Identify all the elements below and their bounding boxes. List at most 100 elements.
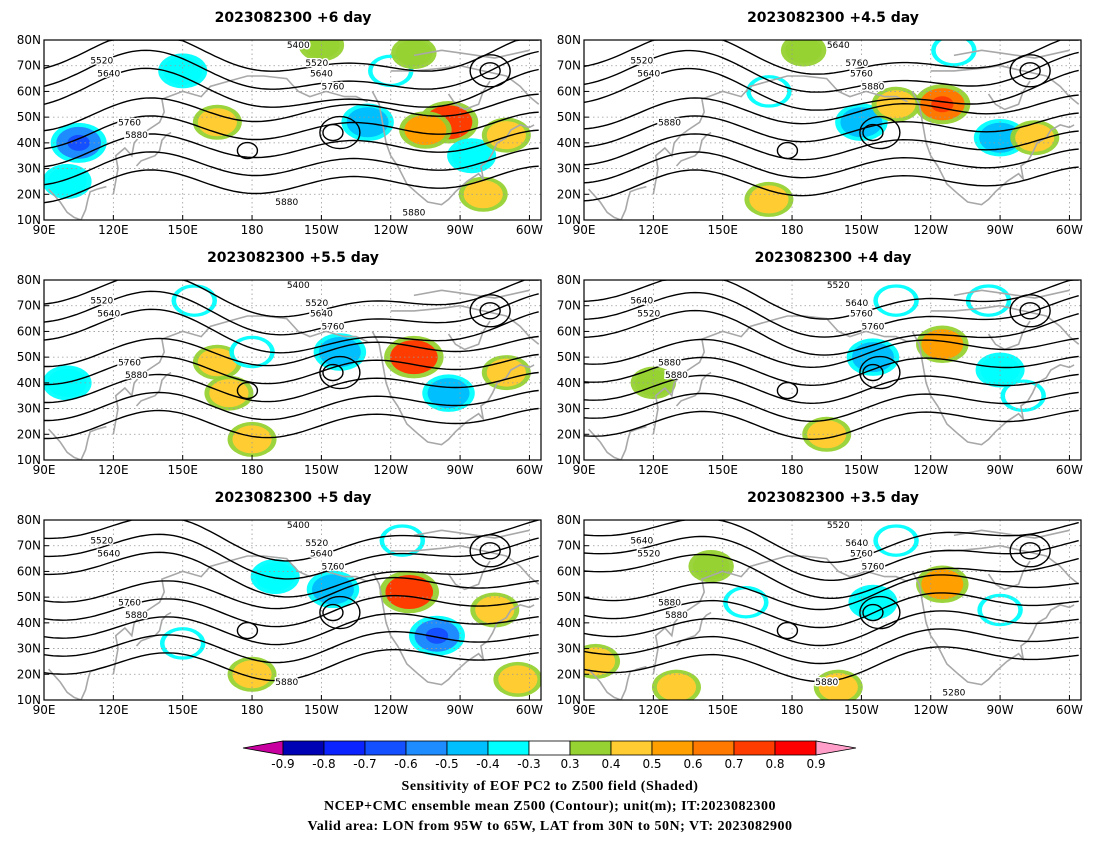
sensitivity-shading xyxy=(877,527,915,554)
panel-title: 2023082300 +5 day xyxy=(215,490,372,506)
y-tick-label: 40N xyxy=(557,616,581,630)
z500-contour xyxy=(584,40,1079,75)
colorbar-under-arrow xyxy=(242,740,284,756)
z500-contour xyxy=(44,407,539,440)
y-tick-label: 10N xyxy=(17,693,41,707)
x-tick-label: 60W xyxy=(516,703,543,717)
z500-closed-contour xyxy=(1019,62,1041,80)
x-tick-label: 90E xyxy=(33,703,56,717)
contour-label: 5760 xyxy=(322,322,345,332)
x-tick-label: 90E xyxy=(33,223,56,237)
contour-label: 5760 xyxy=(118,118,141,128)
z500-contour xyxy=(44,551,539,598)
coastline xyxy=(652,555,908,675)
caption-line-1: Sensitivity of EOF PC2 to Z500 field (Sh… xyxy=(402,779,699,794)
x-tick-label: 150W xyxy=(844,463,879,477)
x-tick-label: 120E xyxy=(98,703,129,717)
contour-label: 5880 xyxy=(862,82,885,92)
z500-closed-contour xyxy=(322,123,344,142)
z500-contour xyxy=(44,389,539,422)
sensitivity-shading xyxy=(404,115,447,145)
z500-closed-contour xyxy=(862,123,884,142)
colorbar-segment xyxy=(446,740,489,756)
contour-label: 5640 xyxy=(310,549,333,559)
y-tick-label: 40N xyxy=(17,616,41,630)
panel-title: 2023082300 +6 day xyxy=(215,10,372,26)
z500-contour xyxy=(44,648,539,682)
colorbar-segment xyxy=(487,740,530,756)
contour-label: 5520 xyxy=(305,299,328,309)
z500-contour xyxy=(584,355,1079,387)
x-tick-label: 120E xyxy=(638,463,669,477)
colorbar-segment xyxy=(651,740,694,756)
figure-caption: Sensitivity of EOF PC2 to Z500 field (Sh… xyxy=(307,779,792,834)
sensitivity-shading xyxy=(486,358,526,387)
colorbar-segment xyxy=(364,740,407,756)
x-tick-label: 120W xyxy=(913,703,948,717)
colorbar-segment xyxy=(528,740,571,756)
x-tick-label: 180 xyxy=(241,463,264,477)
contour-label: 5400 xyxy=(287,281,310,291)
x-tick-label: 150E xyxy=(167,703,198,717)
sensitivity-shading xyxy=(877,287,915,314)
x-tick-label: 180 xyxy=(781,703,804,717)
z500-closed-contour xyxy=(236,141,259,160)
y-tick-label: 40N xyxy=(17,136,41,150)
contour-label: 5520 xyxy=(90,57,113,67)
y-tick-label: 10N xyxy=(17,213,41,227)
z500-contour xyxy=(44,49,539,90)
map-panel-plus-4-day: 2023082300 +4 day 5520564055205640576057… xyxy=(557,250,1083,477)
z500-closed-contour xyxy=(776,381,799,400)
y-tick-label: 50N xyxy=(557,590,581,604)
z500-contour xyxy=(584,166,1079,202)
contour-label: 5400 xyxy=(287,41,310,51)
colorbar-segment xyxy=(610,740,653,756)
z500-contour xyxy=(584,49,1079,93)
z500-contour xyxy=(44,353,539,386)
x-tick-label: 180 xyxy=(781,463,804,477)
x-tick-label: 90W xyxy=(987,223,1014,237)
z500-closed-contour xyxy=(776,621,799,640)
x-tick-label: 90W xyxy=(447,223,474,237)
y-tick-label: 70N xyxy=(557,59,581,73)
contour-label: 5640 xyxy=(845,299,868,309)
z500-contour xyxy=(584,291,1079,338)
z500-contour xyxy=(44,280,539,318)
colorbar-segment xyxy=(569,740,612,756)
coastline xyxy=(953,49,1070,59)
map-frame xyxy=(43,519,542,701)
contour-label: 5760 xyxy=(850,69,873,79)
colorbar-tick-label: -0.9 xyxy=(271,757,294,771)
sensitivity-shading xyxy=(197,348,237,377)
x-tick-label: 150W xyxy=(304,223,339,237)
x-tick-label: 90E xyxy=(573,463,596,477)
z500-contour xyxy=(584,535,1079,581)
y-tick-label: 60N xyxy=(557,564,581,578)
sensitivity-shading xyxy=(346,107,389,138)
z500-contour xyxy=(584,67,1079,111)
x-tick-label: 120W xyxy=(373,223,408,237)
sensitivity-shading xyxy=(807,420,847,449)
y-tick-label: 80N xyxy=(557,273,581,287)
x-tick-label: 150E xyxy=(707,703,738,717)
map-panel-plus-5-day: 2023082300 +5 day 5400552056405520564057… xyxy=(17,490,543,717)
x-tick-label: 60W xyxy=(1056,703,1083,717)
map-frame xyxy=(583,279,1082,461)
colorbar-segment xyxy=(323,740,366,756)
coastline xyxy=(675,131,712,167)
y-tick-label: 30N xyxy=(557,402,581,416)
contour-label: 5880 xyxy=(275,678,298,688)
caption-line-3: Valid area: LON from 95W to 65W, LAT fro… xyxy=(307,819,792,834)
coastline xyxy=(447,560,491,591)
z500-contour xyxy=(584,520,1079,563)
z500-contour xyxy=(584,309,1079,356)
sensitivity-shading xyxy=(1005,382,1042,409)
y-tick-label: 80N xyxy=(557,33,581,47)
coastline xyxy=(588,185,647,220)
z500-closed-contour xyxy=(1009,534,1051,568)
contour-label: 5640 xyxy=(845,539,868,549)
panel-title: 2023082300 +3.5 day xyxy=(747,490,919,506)
contour-label: 5520 xyxy=(305,539,328,549)
coastline xyxy=(930,304,1080,345)
